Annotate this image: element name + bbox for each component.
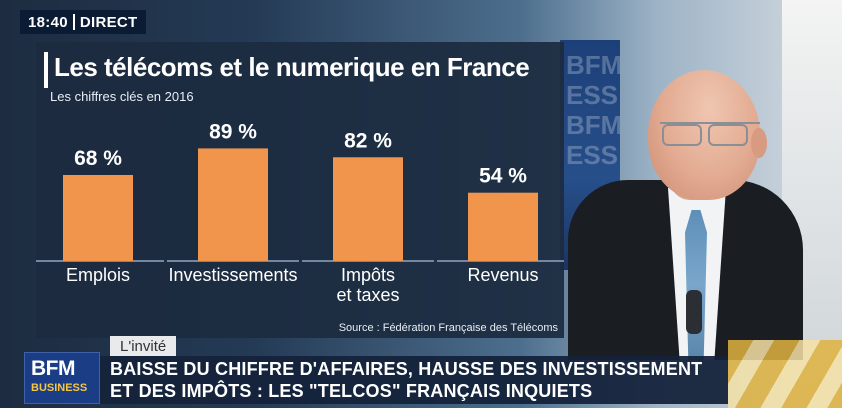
bar-chart: 68 % Emplois 89 % Investissements 82 % Impôts…	[36, 120, 564, 305]
guest-person	[568, 60, 808, 360]
infographic-title: Les télécoms et le numerique en France	[54, 52, 530, 82]
infographic-panel: Les télécoms et le numerique en France L…	[36, 42, 564, 338]
bar-value-label: 68 %	[74, 147, 122, 170]
category-label: Investissements	[168, 265, 297, 285]
bar-imp-ts-et-taxes	[333, 157, 403, 261]
decorative-stripe	[728, 340, 842, 408]
broadcast-time: 18:40	[28, 13, 68, 31]
microphone-icon	[686, 290, 702, 334]
title-accent-bar	[44, 52, 48, 88]
bar-investissements	[198, 148, 268, 261]
bar-revenus	[468, 192, 538, 261]
headline-line-1: BAISSE DU CHIFFRE D'AFFAIRES, HAUSSE DES…	[110, 359, 703, 379]
infographic-subtitle: Les chiffres clés en 2016	[50, 89, 194, 104]
guest-ear	[751, 128, 767, 158]
live-separator	[72, 14, 75, 30]
bar-value-label: 54 %	[479, 165, 527, 188]
studio-screen-text: ESS	[566, 140, 619, 170]
category-label: Impôts	[341, 265, 395, 285]
infographic-source: Source : Fédération Française des Téléco…	[338, 322, 558, 334]
guest-head	[648, 70, 760, 200]
live-label: DIRECT	[79, 13, 138, 31]
live-indicator: 18:40 DIRECT	[20, 10, 146, 34]
logo-business-text: BUSINESS	[31, 382, 88, 394]
category-label: Revenus	[467, 265, 538, 285]
bar-value-label: 82 %	[344, 129, 392, 152]
bar-value-label: 89 %	[209, 120, 257, 143]
channel-logo: BFM BUSINESS	[24, 352, 100, 404]
category-label: et taxes	[336, 285, 399, 305]
headline-line-2: ET DES IMPÔTS : LES "TELCOS" FRANÇAIS IN…	[110, 381, 593, 401]
studio-screen-text: ESS	[566, 80, 619, 110]
logo-bfm-text: BFM	[31, 357, 76, 380]
guest-tie	[685, 210, 707, 360]
studio-screen-text: BFM	[566, 50, 620, 80]
guest-glasses	[660, 122, 760, 148]
category-label: Emplois	[66, 265, 130, 285]
headline-banner: BAISSE DU CHIFFRE D'AFFAIRES, HAUSSE DES…	[100, 356, 728, 404]
studio-screen-text: BFM	[566, 110, 620, 140]
bar-emplois	[63, 174, 133, 261]
guest-label: L'invité	[110, 336, 177, 356]
